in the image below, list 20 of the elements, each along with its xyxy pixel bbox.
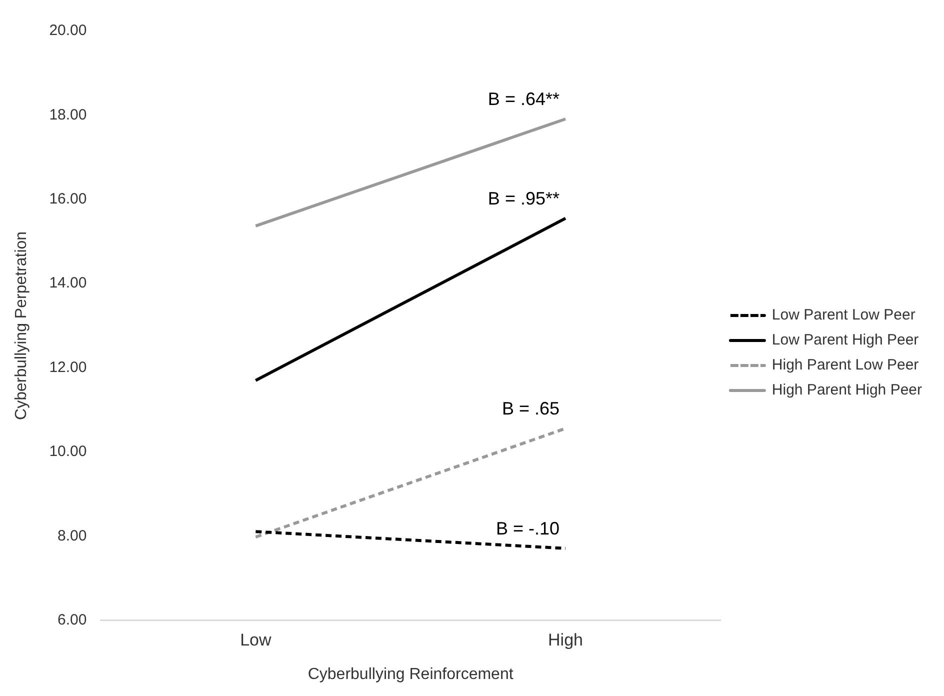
- x-tick-label: High: [548, 630, 583, 650]
- legend-label: Low Parent Low Peer: [772, 306, 916, 324]
- legend-label: High Parent Low Peer: [772, 356, 919, 374]
- legend-label: Low Parent High Peer: [772, 332, 919, 349]
- y-tick-label: 20.00: [49, 22, 87, 40]
- annotation: B = .64**: [488, 88, 560, 109]
- y-tick-label: 10.00: [49, 443, 87, 460]
- y-tick-label: 12.00: [49, 358, 87, 376]
- y-tick-label: 14.00: [49, 274, 87, 292]
- y-tick-label: 6.00: [58, 612, 87, 629]
- legend-label: High Parent High Peer: [772, 382, 922, 399]
- annotation: B = -.10: [496, 518, 560, 538]
- y-tick-label: 8.00: [58, 527, 87, 544]
- x-axis-title: Cyberbullying Reinforcement: [308, 666, 514, 683]
- annotation: B = .65: [502, 398, 560, 418]
- y-tick-label: 18.00: [49, 106, 87, 124]
- y-axis-title: Cyberbullying Perpetration: [13, 231, 30, 420]
- y-tick-label: 16.00: [49, 190, 87, 208]
- x-tick-label: Low: [240, 630, 272, 650]
- annotation: B = .95**: [488, 188, 560, 208]
